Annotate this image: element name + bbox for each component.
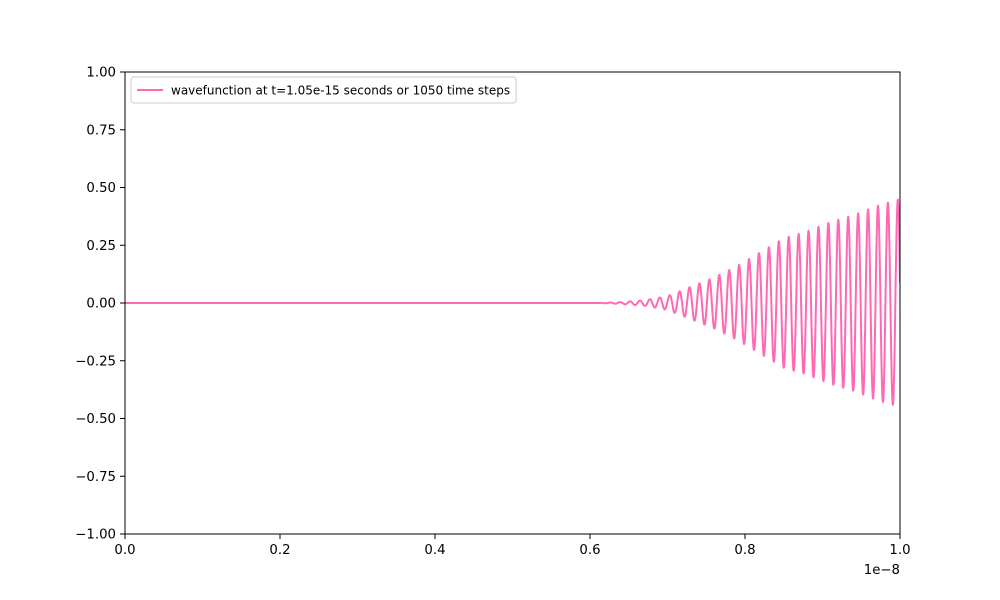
- legend-label: wavefunction at t=1.05e-15 seconds or 10…: [171, 84, 510, 98]
- y-tick-label: 0.25: [86, 239, 116, 254]
- series-line-0: [125, 198, 900, 406]
- y-tick-label: 0.00: [86, 297, 116, 312]
- y-tick-label: −0.75: [75, 470, 116, 485]
- y-tick-label: 1.00: [86, 66, 116, 81]
- legend: wavefunction at t=1.05e-15 seconds or 10…: [130, 76, 517, 104]
- y-tick-label: 0.50: [86, 181, 116, 196]
- plot-area: [125, 72, 900, 534]
- axes: 0.0 0.2 0.4 0.6 0.8 1.0 −1.00 −0.75 −0.50 −0.25 0.…: [75, 66, 910, 579]
- y-tick-label: −1.00: [75, 528, 116, 543]
- x-tick-label: 0.4: [424, 543, 445, 558]
- x-tick-label: 0.2: [269, 543, 290, 558]
- legend-box: [130, 76, 517, 104]
- x-tick-label: 0.8: [734, 543, 755, 558]
- y-tick-label: −0.50: [75, 412, 116, 427]
- y-tick-label: 0.75: [86, 123, 116, 138]
- x-tick-label: 0.0: [114, 543, 135, 558]
- y-tick-label: −0.25: [75, 354, 116, 369]
- x-tick-label: 1.0: [889, 543, 910, 558]
- x-offset-label: 1e−8: [864, 563, 900, 578]
- x-tick-label: 0.6: [579, 543, 600, 558]
